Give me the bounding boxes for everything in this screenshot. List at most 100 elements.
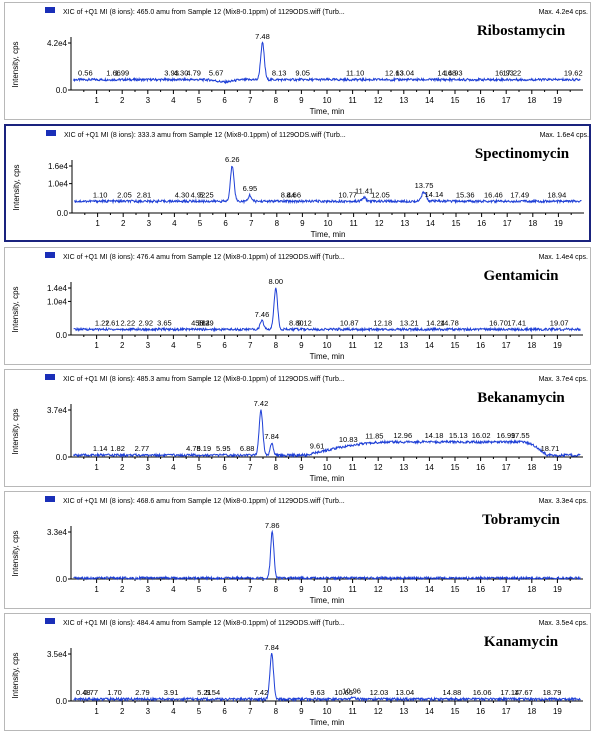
x-tick-label: 10 [324, 219, 333, 228]
peak-label: 10.87 [340, 318, 359, 327]
x-tick-label: 18 [527, 463, 536, 472]
x-tick-label: 7 [248, 707, 253, 716]
peak-label: 4.30 [174, 69, 189, 78]
peak-label: 1.61 [105, 318, 120, 327]
x-tick-label: 3 [146, 707, 151, 716]
x-tick-label: 15 [451, 585, 460, 594]
x-tick-label: 10 [323, 585, 332, 594]
y-tick-label: 3.7e4 [47, 406, 68, 415]
x-tick-label: 1 [94, 341, 99, 350]
x-tick-label: 2 [121, 219, 126, 228]
x-tick-label: 15 [451, 341, 460, 350]
x-tick-label: 6 [222, 585, 227, 594]
x-tick-label: 8 [274, 341, 279, 350]
x-tick-label: 2 [120, 585, 125, 594]
legend-swatch [45, 618, 55, 624]
peak-label: 16.02 [472, 431, 491, 440]
x-tick-label: 11 [348, 707, 357, 716]
x-tick-label: 19 [553, 96, 562, 105]
x-tick-label: 19 [553, 341, 562, 350]
peak-label: 16.99 [497, 431, 516, 440]
x-tick-label: 2 [120, 341, 125, 350]
peak-label: 16.46 [484, 190, 503, 199]
x-tick-label: 14 [425, 463, 434, 472]
x-tick-label: 17 [502, 341, 511, 350]
peak-label: 6.26 [225, 155, 240, 164]
legend-swatch [46, 130, 56, 136]
x-tick-label: 5 [198, 219, 203, 228]
chromatogram-plot: XIC of +Q1 MI (8 ions): 333.3 amu from S… [12, 130, 589, 239]
x-tick-label: 12 [374, 707, 383, 716]
chromatogram-plot: XIC of +Q1 MI (8 ions): 465.0 amu from S… [11, 7, 588, 116]
peak-label: 15.36 [456, 190, 475, 199]
x-tick-label: 13 [400, 219, 409, 228]
x-tick-label: 7 [248, 96, 253, 105]
peak-label: 5.21 [197, 688, 212, 697]
chromatogram-panel[interactable]: XIC of +Q1 MI (8 ions): 468.6 amu from S… [4, 491, 591, 609]
x-tick-label: 3 [146, 96, 151, 105]
x-tick-label: 17 [502, 707, 511, 716]
chromatogram-panel[interactable]: XIC of +Q1 MI (8 ions): 476.4 amu from S… [4, 247, 591, 365]
chromatogram-panel[interactable]: XIC of +Q1 MI (8 ions): 485.3 amu from S… [4, 369, 591, 487]
x-tick-label: 6 [222, 96, 227, 105]
peak-label: 19.62 [564, 69, 583, 78]
xic-trace [73, 652, 581, 703]
x-tick-label: 7 [249, 219, 254, 228]
x-tick-label: 9 [299, 463, 304, 472]
peak-label: 6.88 [240, 444, 255, 453]
peak-label: 14.93 [444, 69, 463, 78]
y-axis-label: Intensity, cps [12, 164, 21, 210]
peak-label: 5.54 [206, 688, 221, 697]
y-axis-label: Intensity, cps [11, 286, 20, 332]
chromatogram-panel[interactable]: XIC of +Q1 MI (8 ions): 484.4 amu from S… [4, 613, 591, 731]
y-axis-label: Intensity, cps [11, 530, 20, 576]
peak-label: 4.30 [175, 190, 190, 199]
x-tick-label: 3 [146, 341, 151, 350]
peak-label: 17.67 [514, 688, 533, 697]
y-tick-label: 1.0e4 [48, 180, 69, 189]
x-tick-label: 14 [425, 707, 434, 716]
x-tick-label: 12 [374, 463, 383, 472]
peak-label: 7.84 [264, 643, 279, 652]
peak-label: 12.03 [370, 688, 389, 697]
max-intensity-label: Max. 1.4e4 cps. [539, 254, 588, 261]
x-tick-label: 5 [197, 585, 202, 594]
x-tick-label: 1 [94, 707, 99, 716]
y-tick-label: 0.0 [56, 86, 68, 95]
x-tick-label: 15 [452, 219, 461, 228]
x-tick-label: 13 [399, 463, 408, 472]
xic-trace [73, 287, 581, 333]
x-axis-label: Time, min [310, 352, 345, 361]
compound-name: Gentamicin [484, 268, 560, 284]
xic-header: XIC of +Q1 MI (8 ions): 484.4 amu from S… [63, 620, 345, 627]
peak-label: 1.14 [93, 444, 108, 453]
x-tick-label: 4 [171, 341, 176, 350]
x-tick-label: 3 [146, 585, 151, 594]
x-tick-label: 16 [476, 341, 485, 350]
peak-label: 5.25 [199, 190, 214, 199]
peak-label: 12.96 [393, 431, 412, 440]
peak-label: 1.99 [115, 69, 130, 78]
x-tick-label: 9 [299, 707, 304, 716]
x-tick-label: 8 [274, 585, 279, 594]
peak-label: 9.61 [310, 442, 325, 451]
x-tick-label: 17 [502, 463, 511, 472]
y-axis-label: Intensity, cps [11, 408, 20, 454]
x-tick-label: 9 [300, 219, 305, 228]
legend-swatch [45, 374, 55, 380]
peak-label: 0.56 [78, 69, 93, 78]
max-intensity-label: Max. 3.7e4 cps. [539, 376, 588, 383]
x-tick-label: 10 [323, 463, 332, 472]
peak-label: 18.79 [543, 688, 562, 697]
chromatogram-panel[interactable]: XIC of +Q1 MI (8 ions): 333.3 amu from S… [4, 124, 591, 242]
chromatogram-panel[interactable]: XIC of +Q1 MI (8 ions): 465.0 amu from S… [4, 2, 591, 120]
peak-label: 18.71 [541, 444, 560, 453]
xic-header: XIC of +Q1 MI (8 ions): 468.6 amu from S… [63, 498, 345, 505]
x-tick-label: 12 [374, 96, 383, 105]
x-tick-label: 13 [399, 341, 408, 350]
x-tick-label: 16 [477, 219, 486, 228]
peak-label: 17.49 [510, 190, 529, 199]
x-tick-label: 17 [502, 585, 511, 594]
y-tick-label: 0.0 [56, 575, 68, 584]
peak-label: 9.12 [297, 318, 312, 327]
